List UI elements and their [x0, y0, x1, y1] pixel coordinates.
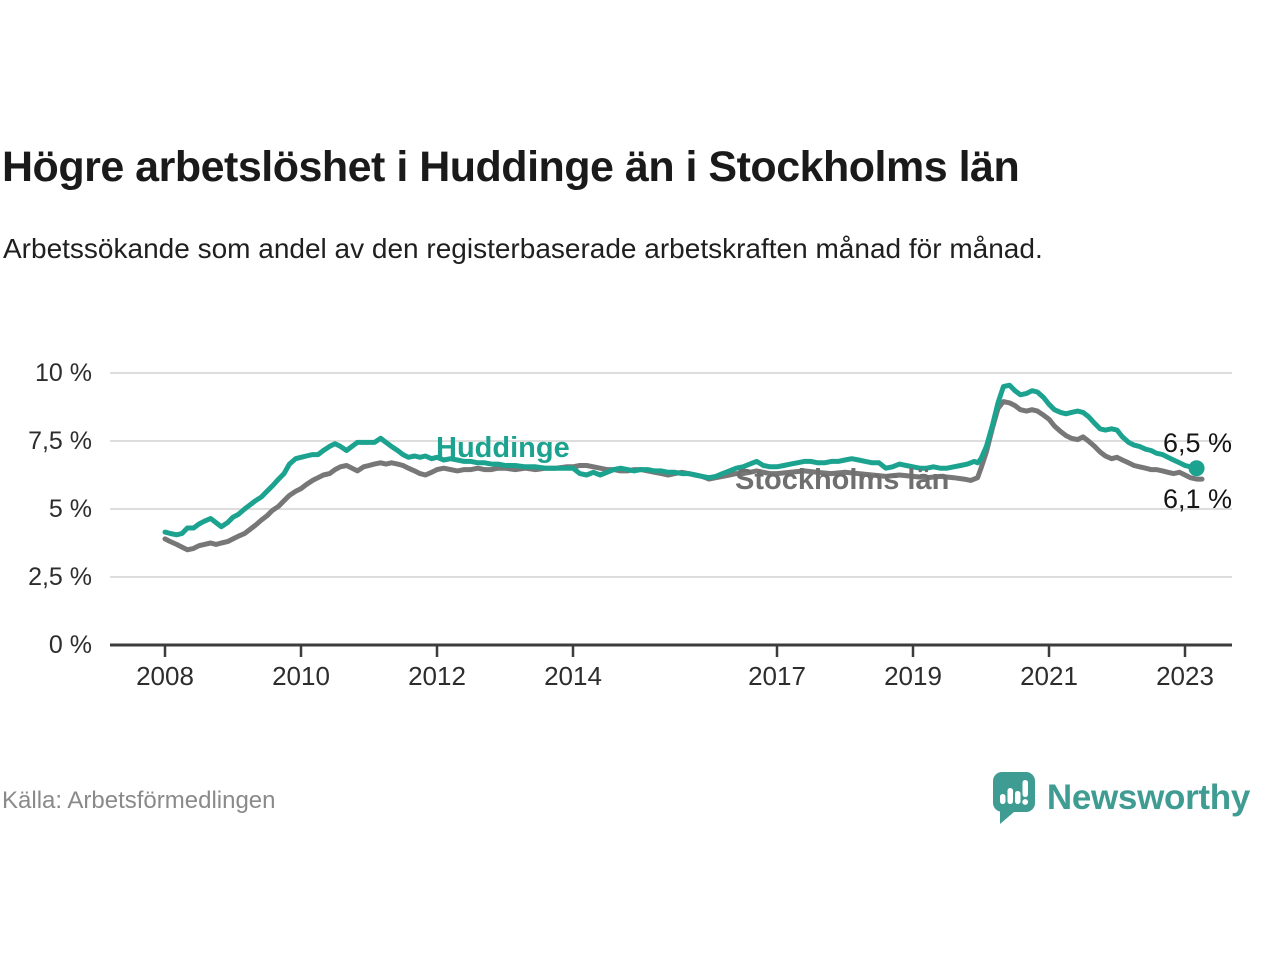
newsworthy-logo-text: Newsworthy	[1046, 778, 1250, 817]
newsworthy-logo: Newsworthy	[990, 771, 1250, 825]
logo-exclamation-dot	[1022, 799, 1028, 805]
page-subtitle: Arbetssökande som andel av den registerb…	[3, 233, 1043, 264]
newsworthy-logo-icon	[992, 772, 1035, 824]
end-value-label-stockholms-lan: 6,1 %	[1163, 484, 1233, 514]
gridlines	[110, 372, 1232, 578]
y-tick-label: 0 %	[48, 631, 92, 659]
y-tick-label: 10 %	[35, 359, 92, 387]
x-tick-label: 2012	[408, 661, 466, 691]
x-axis-tick-marks	[163, 645, 1187, 657]
x-tick-label: 2019	[884, 661, 942, 691]
series-label-stockholms-lan: Stockholms län	[735, 464, 950, 496]
series-label-huddinge: Huddinge	[436, 432, 570, 464]
logo-bar-2	[1007, 788, 1013, 804]
end-value-label-huddinge: 6,5 %	[1163, 428, 1233, 458]
y-tick-label: 2,5 %	[28, 563, 92, 591]
x-tick-label: 2023	[1156, 661, 1214, 691]
x-tick-label: 2021	[1020, 661, 1078, 691]
y-tick-label: 5 %	[48, 495, 92, 523]
x-tick-label: 2010	[272, 661, 330, 691]
logo-bar-1	[999, 794, 1006, 804]
x-tick-label: 2017	[748, 661, 806, 691]
source-note: Källa: Arbetsförmedlingen	[2, 787, 276, 814]
logo-exclamation-bar	[1022, 780, 1028, 797]
y-tick-label: 7,5 %	[28, 427, 92, 455]
series-line-huddinge	[162, 382, 1200, 538]
logo-bar-3	[1014, 791, 1021, 804]
x-tick-label: 2008	[136, 661, 194, 691]
series-end-dot-huddinge	[1188, 460, 1205, 477]
x-tick-label: 2014	[544, 661, 602, 691]
page-title: Högre arbetslöshet i Huddinge än i Stock…	[2, 143, 1020, 191]
